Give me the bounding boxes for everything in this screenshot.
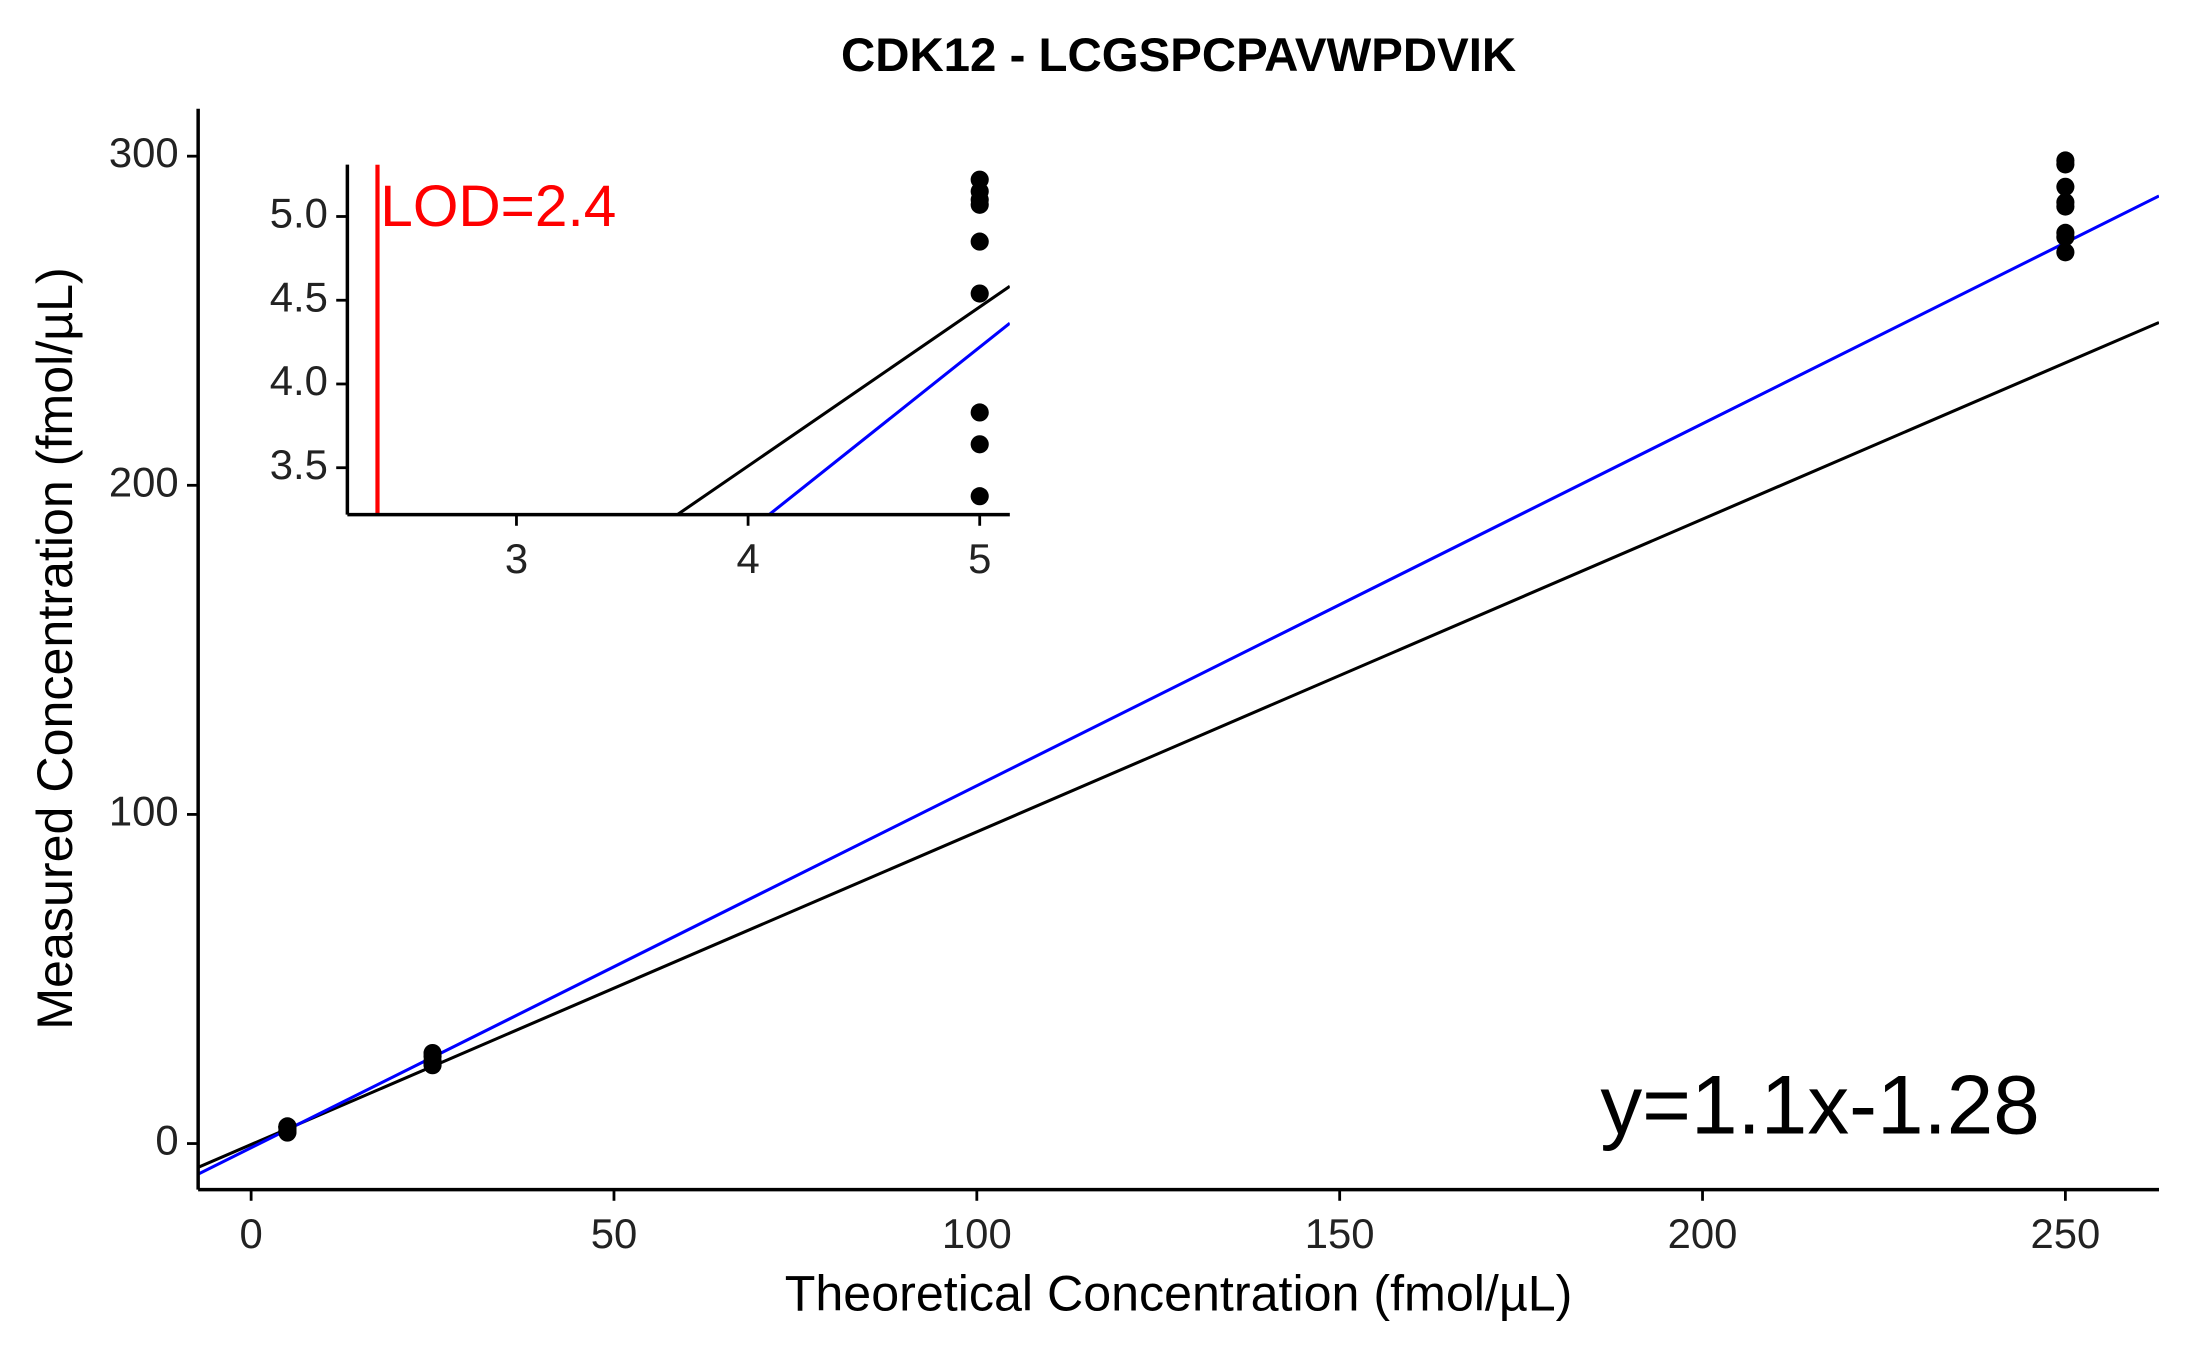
- x-tick-label: 4: [736, 535, 759, 582]
- fit-line: [766, 321, 1010, 515]
- data-point: [970, 232, 989, 251]
- y-tick-label: 0: [155, 1117, 178, 1164]
- y-tick-label: 4.5: [270, 273, 328, 320]
- chart-title: CDK12 - LCGSPCPAVWPDVIK: [841, 29, 1516, 82]
- fit-line: [198, 194, 2159, 1176]
- x-tick-label: 100: [942, 1210, 1012, 1257]
- data-point: [970, 284, 989, 303]
- x-tick-label: 250: [2030, 1210, 2100, 1257]
- data-point: [970, 195, 989, 214]
- fit-line: [198, 321, 2159, 1169]
- data-point: [970, 435, 989, 454]
- y-tick-label: 200: [109, 458, 179, 505]
- y-axis-label: Measured Concentration (fmol/µL): [27, 267, 83, 1030]
- data-point: [2056, 155, 2075, 174]
- x-axis-label: Theoretical Concentration (fmol/µL): [785, 1265, 1573, 1321]
- lod-annotation: LOD=2.4: [380, 174, 616, 239]
- data-point: [2056, 197, 2075, 216]
- data-point: [970, 487, 989, 506]
- x-tick-label: 50: [591, 1210, 638, 1257]
- x-tick-label: 150: [1305, 1210, 1375, 1257]
- y-tick-label: 5.0: [270, 190, 328, 237]
- x-tick-label: 0: [239, 1210, 262, 1257]
- x-tick-label: 200: [1668, 1210, 1738, 1257]
- y-tick-label: 300: [109, 129, 179, 176]
- y-tick-label: 3.5: [270, 441, 328, 488]
- data-point: [2056, 243, 2075, 262]
- data-point: [2056, 177, 2075, 196]
- x-tick-label: 3: [505, 535, 528, 582]
- data-point: [970, 403, 989, 422]
- plot-area: [375, 164, 1010, 515]
- equation-annotation: y=1.1x-1.28: [1600, 1058, 2039, 1152]
- data-point: [423, 1056, 442, 1075]
- data-point: [278, 1123, 297, 1142]
- x-tick-label: 5: [968, 535, 991, 582]
- y-tick-label: 4.0: [270, 357, 328, 404]
- data-point: [2056, 228, 2075, 247]
- plot-area: [198, 151, 2159, 1176]
- y-tick-label: 100: [109, 787, 179, 834]
